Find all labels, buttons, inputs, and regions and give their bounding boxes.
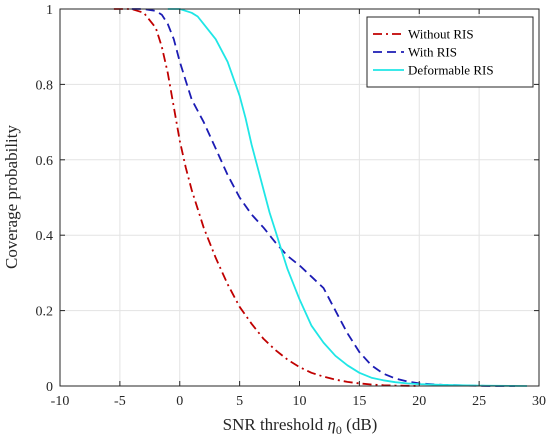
y-tick-label: 0 (46, 380, 53, 395)
x-tick-label: 0 (176, 394, 183, 409)
legend-label-0: Without RIS (408, 27, 474, 42)
y-tick-label: 0.2 (36, 305, 54, 320)
axis-ticks (59, 8, 540, 387)
data-lines (113, 8, 528, 387)
y-axis-label: Coverage probability (2, 125, 21, 269)
x-tick-label: 10 (293, 394, 307, 409)
x-tick-label: 20 (412, 394, 426, 409)
legend-label-1: With RIS (408, 45, 457, 60)
x-tick-label: -10 (51, 394, 70, 409)
x-tick-label: -5 (114, 394, 126, 409)
axis-tick-labels: -10 -5 0 5 10 15 20 25 30 0 0.2 0.4 0.6 0.8 1 (36, 3, 547, 409)
legend: Without RIS With RIS Deformable RIS (366, 16, 534, 88)
x-tick-label: 15 (352, 394, 366, 409)
x-tick-label: 30 (532, 394, 546, 409)
x-tick-label: 5 (236, 394, 243, 409)
series-line-2 (167, 8, 528, 387)
y-tick-label: 0.4 (36, 229, 54, 244)
x-axis-label: SNR threshold η0 (dB) (223, 415, 378, 437)
legend-label-2: Deformable RIS (408, 63, 494, 78)
x-tick-label: 25 (472, 394, 486, 409)
y-tick-label: 1 (46, 3, 53, 18)
y-tick-label: 0.6 (36, 154, 54, 169)
y-tick-label: 0.8 (36, 78, 54, 93)
